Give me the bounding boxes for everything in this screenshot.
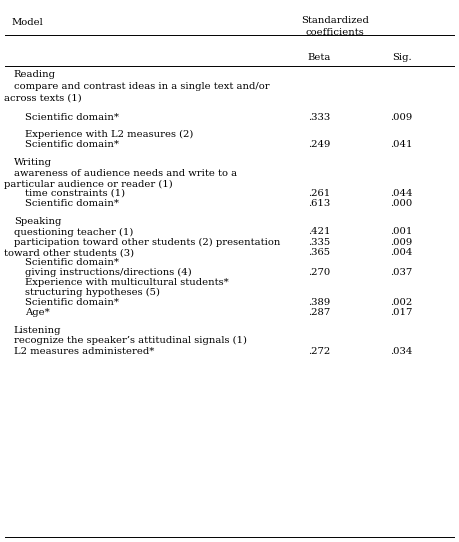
- Text: compare and contrast ideas in a single text and/or: compare and contrast ideas in a single t…: [14, 82, 269, 91]
- Text: .009: .009: [391, 238, 413, 247]
- Text: recognize the speaker’s attitudinal signals (1): recognize the speaker’s attitudinal sign…: [14, 337, 247, 345]
- Text: .041: .041: [390, 140, 413, 149]
- Text: Experience with multicultural students*: Experience with multicultural students*: [25, 278, 229, 287]
- Text: .613: .613: [308, 199, 330, 208]
- Text: .249: .249: [308, 140, 330, 149]
- Text: .017: .017: [391, 308, 413, 317]
- Text: across texts (1): across texts (1): [4, 93, 81, 102]
- Text: Experience with L2 measures (2): Experience with L2 measures (2): [25, 130, 194, 139]
- Text: Sig.: Sig.: [392, 54, 411, 62]
- Text: questioning teacher (1): questioning teacher (1): [14, 228, 133, 236]
- Text: .034: .034: [391, 347, 413, 356]
- Text: Age*: Age*: [25, 308, 50, 317]
- Text: toward other students (3): toward other students (3): [4, 248, 134, 257]
- Text: Model: Model: [11, 18, 43, 27]
- Text: structuring hypotheses (5): structuring hypotheses (5): [25, 288, 160, 297]
- Text: .009: .009: [391, 113, 413, 121]
- Text: .000: .000: [391, 199, 413, 208]
- Text: L2 measures administered*: L2 measures administered*: [14, 347, 154, 356]
- Text: particular audience or reader (1): particular audience or reader (1): [4, 180, 173, 189]
- Text: Writing: Writing: [14, 158, 52, 167]
- Text: .001: .001: [391, 228, 413, 236]
- Text: .365: .365: [308, 248, 330, 257]
- Text: .044: .044: [390, 189, 413, 198]
- Text: Beta: Beta: [308, 54, 330, 62]
- Text: .270: .270: [308, 268, 330, 277]
- Text: .287: .287: [308, 308, 330, 317]
- Text: .037: .037: [391, 268, 413, 277]
- Text: .272: .272: [308, 347, 330, 356]
- Text: Scientific domain*: Scientific domain*: [25, 199, 119, 208]
- Text: Scientific domain*: Scientific domain*: [25, 113, 119, 121]
- Text: participation toward other students (2) presentation: participation toward other students (2) …: [14, 238, 280, 247]
- Text: Scientific domain*: Scientific domain*: [25, 258, 119, 267]
- Text: .261: .261: [308, 189, 330, 198]
- Text: time constraints (1): time constraints (1): [25, 189, 125, 198]
- Text: Speaking: Speaking: [14, 217, 61, 226]
- Text: Listening: Listening: [14, 326, 61, 335]
- Text: .333: .333: [308, 113, 330, 121]
- Text: giving instructions/directions (4): giving instructions/directions (4): [25, 268, 192, 277]
- Text: .004: .004: [391, 248, 413, 257]
- Text: .389: .389: [308, 298, 330, 307]
- Text: Reading: Reading: [14, 70, 56, 79]
- Text: Scientific domain*: Scientific domain*: [25, 298, 119, 307]
- Text: awareness of audience needs and write to a: awareness of audience needs and write to…: [14, 169, 237, 178]
- Text: .335: .335: [308, 238, 330, 247]
- Text: Scientific domain*: Scientific domain*: [25, 140, 119, 149]
- Text: Standardized
coefficients: Standardized coefficients: [301, 16, 369, 37]
- Text: .002: .002: [391, 298, 413, 307]
- Text: .421: .421: [308, 228, 330, 236]
